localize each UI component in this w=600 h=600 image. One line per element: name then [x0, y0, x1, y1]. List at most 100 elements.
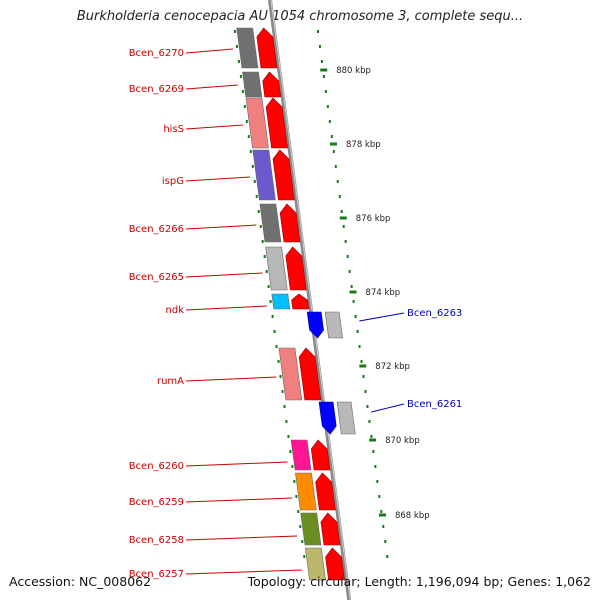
- label-leader: [185, 272, 263, 278]
- left-tick-dot: [243, 105, 246, 108]
- topology-text: Topology: circular; Length: 1,196,094 bp…: [247, 574, 591, 589]
- right-tick-dot: [372, 450, 375, 453]
- gene-label[interactable]: Bcen_6260: [129, 461, 184, 472]
- gene-box: [304, 547, 326, 581]
- gene-box: [295, 472, 317, 511]
- label-leader: [185, 48, 234, 54]
- left-tick-dot: [287, 435, 290, 438]
- right-tick-dot: [330, 135, 333, 138]
- gene-label[interactable]: Bcen_6265: [129, 272, 184, 283]
- right-tick-dot: [326, 105, 329, 108]
- left-tick-dot: [285, 420, 288, 423]
- map-title: Burkholderia cenocepacia AU 1054 chromos…: [76, 9, 524, 24]
- ruler-tick: [359, 364, 367, 368]
- right-tick-dot: [364, 390, 367, 393]
- right-tick-dot: [382, 525, 385, 528]
- gene-arrow: [306, 311, 324, 339]
- ruler-label: 876 kbp: [356, 214, 391, 224]
- left-tick-dot: [295, 495, 298, 498]
- left-tick-dot: [279, 375, 282, 378]
- ruler-label: 870 kbp: [385, 436, 420, 446]
- right-tick-dot: [376, 480, 379, 483]
- gene-box: [236, 27, 259, 69]
- left-tick-dot: [299, 525, 302, 528]
- right-tick-dot: [354, 315, 357, 318]
- right-tick-dot: [386, 555, 389, 558]
- left-tick-dot: [253, 180, 256, 183]
- ruler-label: 878 kbp: [346, 140, 381, 150]
- left-tick-dot: [263, 255, 266, 258]
- label-leader: [371, 403, 405, 413]
- left-tick-dot: [235, 45, 238, 48]
- gene-box: [265, 246, 288, 291]
- gene-label[interactable]: rumA: [157, 376, 184, 387]
- label-leader: [185, 224, 257, 230]
- label-leader: [185, 569, 302, 575]
- left-tick-dot: [283, 405, 286, 408]
- left-tick-dot: [251, 165, 254, 168]
- gene-label[interactable]: Bcen_6257: [129, 569, 184, 580]
- right-tick-dot: [352, 300, 355, 303]
- label-leader: [185, 305, 267, 311]
- left-tick-dot: [277, 360, 280, 363]
- ruler-tick: [330, 142, 338, 146]
- gene-label[interactable]: Bcen_6266: [129, 224, 184, 235]
- ruler-label: 868 kbp: [395, 511, 430, 521]
- backbone-line: [268, 0, 352, 600]
- gene-arrow: [265, 97, 288, 149]
- ruler-ticks: 880 kbp 878 kbp 876 kbp 874 kbp 872 kbp 870 k…: [233, 30, 430, 558]
- label-leader: [185, 376, 277, 382]
- right-tick-dot: [384, 540, 387, 543]
- right-tick-dot: [338, 195, 341, 198]
- ruler-tick: [320, 68, 328, 72]
- gene-label[interactable]: Bcen_6263: [407, 308, 462, 319]
- right-tick-dot: [378, 495, 381, 498]
- gene-label[interactable]: Bcen_6261: [407, 399, 462, 410]
- gene-label[interactable]: ispG: [162, 176, 184, 187]
- gene-arrow: [318, 401, 337, 435]
- left-tick-dot: [239, 75, 242, 78]
- gene-label[interactable]: hisS: [163, 124, 184, 135]
- gene-box: [271, 293, 291, 310]
- gene-box: [300, 512, 322, 546]
- right-tick-dot: [328, 120, 331, 123]
- left-tick-dot: [245, 120, 248, 123]
- left-tick-dot: [297, 510, 300, 513]
- right-tick-dot: [340, 210, 343, 213]
- gene-box: [324, 311, 343, 339]
- left-tick-dot: [257, 210, 260, 213]
- right-tick-dot: [322, 75, 325, 78]
- ruler-tick: [378, 513, 386, 517]
- right-tick-dot: [358, 345, 361, 348]
- left-tick-dot: [271, 315, 274, 318]
- left-tick-dot: [265, 270, 268, 273]
- right-tick-dot: [350, 285, 353, 288]
- left-tick-dot: [273, 330, 276, 333]
- ruler-label: 872 kbp: [375, 362, 410, 372]
- right-tick-dot: [374, 465, 377, 468]
- left-tick-dot: [259, 225, 262, 228]
- gene-label[interactable]: ndk: [166, 305, 185, 316]
- label-leader: [185, 84, 238, 90]
- gene-label[interactable]: Bcen_6259: [129, 497, 184, 508]
- gene-box: [290, 439, 312, 471]
- ruler-tick: [369, 438, 377, 442]
- gene-label[interactable]: Bcen_6258: [129, 535, 184, 546]
- right-tick-dot: [316, 30, 319, 33]
- gene-arrow: [256, 27, 278, 69]
- left-tick-dot: [293, 480, 296, 483]
- gene-label[interactable]: Bcen_6270: [129, 48, 184, 59]
- left-tick-dot: [247, 135, 250, 138]
- ruler-tick: [339, 216, 347, 220]
- left-tick-dot: [281, 390, 284, 393]
- gene-label[interactable]: Bcen_6269: [129, 84, 184, 95]
- gene-arrow: [298, 347, 322, 401]
- right-tick-dot: [360, 360, 363, 363]
- gene-box: [259, 203, 282, 243]
- gene-arrow: [291, 293, 310, 310]
- gene-box: [336, 401, 356, 435]
- right-tick-dot: [320, 60, 323, 63]
- gene-box: [278, 347, 303, 401]
- left-tick-dot: [249, 150, 252, 153]
